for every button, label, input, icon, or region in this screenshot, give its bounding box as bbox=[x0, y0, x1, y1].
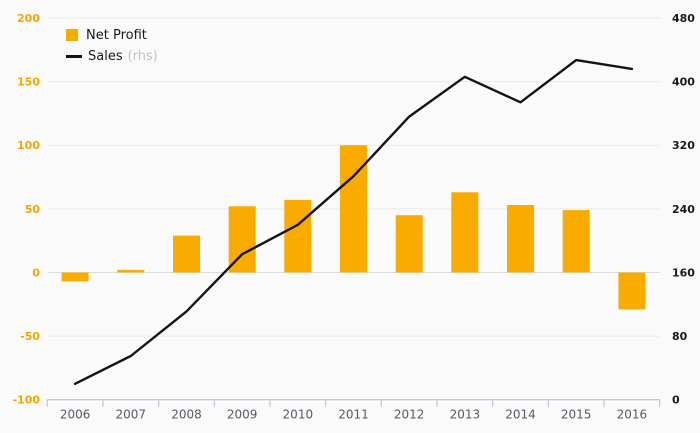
right-axis-tick-label: 160 bbox=[672, 266, 695, 279]
bar-2011[interactable] bbox=[340, 145, 367, 273]
sales-line[interactable] bbox=[73, 58, 634, 385]
bar-2014[interactable] bbox=[507, 205, 534, 273]
legend-item-sales[interactable]: Sales (rhs) bbox=[66, 47, 158, 65]
right-axis-tick-label: 480 bbox=[672, 12, 695, 25]
x-axis-label-2014: 2014 bbox=[505, 407, 536, 421]
x-axis-label-2008: 2008 bbox=[171, 407, 202, 421]
right-axis-tick-label: 400 bbox=[672, 76, 695, 89]
legend-note-rhs: (rhs) bbox=[127, 48, 158, 64]
x-axis-label-2007: 2007 bbox=[116, 407, 147, 421]
left-axis-tick-label: 200 bbox=[17, 12, 40, 25]
legend-label-sales: Sales bbox=[88, 48, 123, 64]
left-axis-tick-label: 0 bbox=[32, 266, 40, 279]
x-axis-label-2016: 2016 bbox=[617, 407, 648, 421]
right-axis-tick-label: 80 bbox=[672, 330, 688, 343]
left-axis-tick-label: -100 bbox=[12, 394, 40, 407]
bar-2015[interactable] bbox=[562, 210, 590, 273]
x-axis-label-2011: 2011 bbox=[338, 407, 369, 421]
legend-label-net-profit: Net Profit bbox=[86, 27, 147, 43]
legend-item-net-profit[interactable]: Net Profit bbox=[66, 26, 158, 44]
legend: Net Profit Sales (rhs) bbox=[66, 26, 158, 65]
bar-2016[interactable] bbox=[618, 272, 646, 310]
bar-2006[interactable] bbox=[61, 272, 89, 282]
left-axis-tick-label: -50 bbox=[20, 330, 40, 343]
x-axis-label-2006: 2006 bbox=[60, 407, 91, 421]
sales-line-swatch-icon bbox=[66, 54, 82, 58]
x-axis-label-2012: 2012 bbox=[394, 407, 425, 421]
bar-2010[interactable] bbox=[284, 199, 312, 273]
left-axis-tick-label: 150 bbox=[17, 76, 40, 89]
x-axis-label-2013: 2013 bbox=[450, 407, 481, 421]
bar-2007[interactable] bbox=[117, 269, 145, 273]
net-profit-swatch-icon bbox=[66, 29, 78, 41]
x-axis-label-2009: 2009 bbox=[227, 407, 258, 421]
bar-2009[interactable] bbox=[228, 206, 256, 273]
bar-2012[interactable] bbox=[395, 215, 423, 273]
bar-2008[interactable] bbox=[173, 235, 200, 273]
left-axis-tick-label: 50 bbox=[25, 203, 41, 216]
right-axis-tick-label: 0 bbox=[672, 394, 680, 407]
bar-2013[interactable] bbox=[451, 192, 479, 273]
x-axis-label-2010: 2010 bbox=[283, 407, 314, 421]
right-axis-tick-label: 320 bbox=[672, 139, 695, 152]
left-axis-tick-label: 100 bbox=[17, 139, 40, 152]
right-axis-tick-label: 240 bbox=[672, 203, 695, 216]
x-axis-label-2015: 2015 bbox=[561, 407, 592, 421]
